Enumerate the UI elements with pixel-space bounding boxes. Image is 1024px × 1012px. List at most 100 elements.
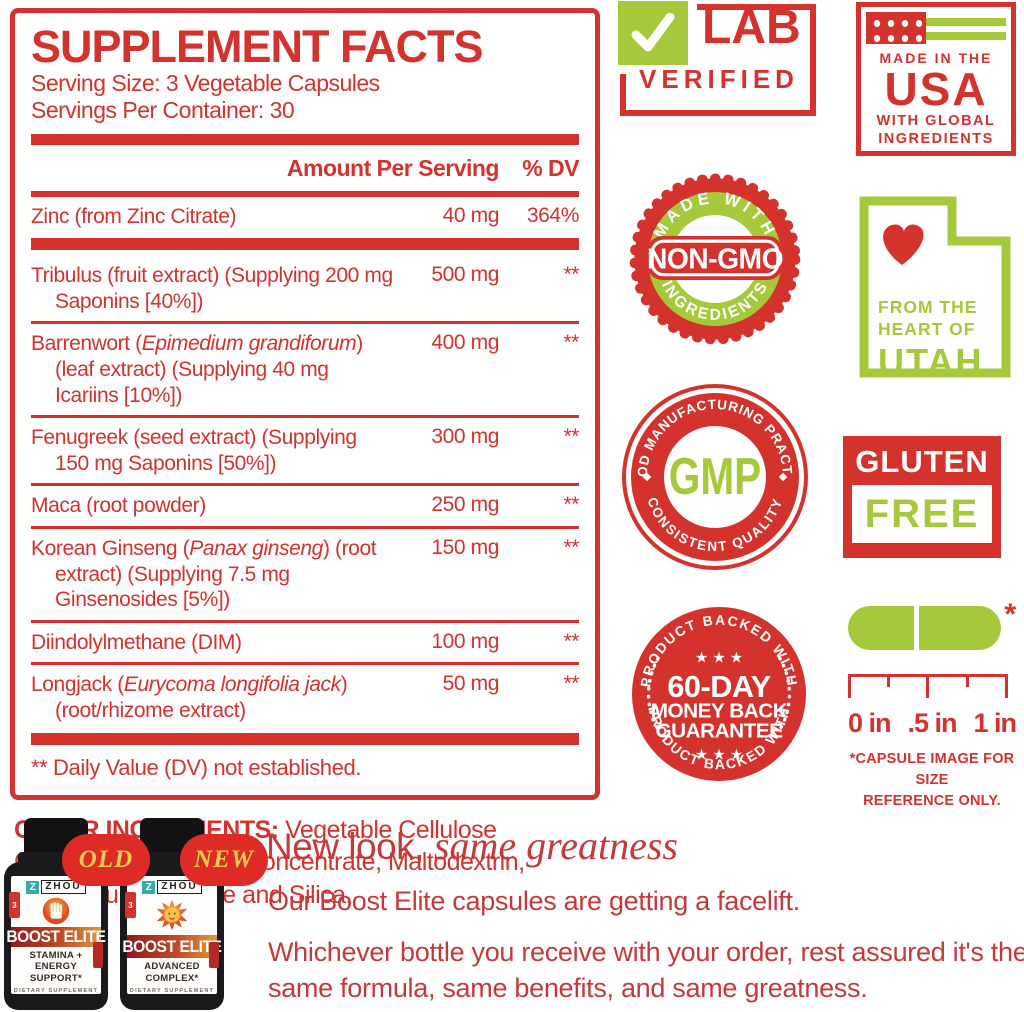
table-row: Maca (root powder) 250 mg ** xyxy=(31,483,579,526)
subtitle-line1: ADVANCED xyxy=(144,961,200,973)
non-gmo-seal: MADE WITH INGREDIENTS NON-GMO xyxy=(629,173,801,345)
divider-bar xyxy=(31,190,579,197)
promo-heading-serif: same greatness xyxy=(423,823,678,868)
non-gmo-center-text: NON-GMO xyxy=(647,242,783,274)
ingredient-text: Tribulus (fruit extract) (Supplying 200 … xyxy=(31,264,393,313)
zhou-logo-icon: Z xyxy=(26,880,40,894)
ruler-label-0: 0 in xyxy=(848,708,892,738)
ingredient-dv: ** xyxy=(563,672,579,696)
capsule-caption: *CAPSULE IMAGE FOR SIZE REFERENCE ONLY. xyxy=(848,749,1016,812)
free-box: FREE xyxy=(852,485,992,543)
ingredient-name: Fenugreek (seed extract) (Supplying 150 … xyxy=(31,425,399,476)
ingredient-name: Maca (root powder) xyxy=(31,493,399,519)
lab-text: LAB xyxy=(702,1,801,54)
product-name: BOOST ELITE xyxy=(122,936,222,956)
table-row: Tribulus (fruit extract) (Supplying 200 … xyxy=(31,256,579,321)
table-row: Fenugreek (seed extract) (Supplying 150 … xyxy=(31,415,579,483)
gmp-seal: GOOD MANUFACTURING PRACTICE CONSISTENT Q… xyxy=(614,370,808,570)
supplement-facts-column: SUPPLEMENT FACTS Serving Size: 3 Vegetab… xyxy=(10,8,600,911)
ingredient-dv: ** xyxy=(563,493,579,517)
ruler-label-half: .5 in xyxy=(907,708,957,738)
ingredient-name: Barrenwort (Epimedium grandiforum) (leaf… xyxy=(31,331,399,408)
gmp-center-text: GMP xyxy=(669,447,761,505)
asterisk: * xyxy=(1004,598,1016,631)
product-name-band: BOOST ELITE xyxy=(122,935,222,959)
ingredient-text: ) (leaf extract) (Supplying 40 mg Icarii… xyxy=(55,332,363,407)
flag-stripes xyxy=(926,12,1006,44)
column-header-amount: Amount Per Serving xyxy=(286,154,500,181)
caption-line1: *CAPSULE IMAGE FOR SIZE xyxy=(849,751,1015,789)
old-badge: OLD xyxy=(62,834,150,886)
ingredient-latin-name: Panax ginseng xyxy=(189,536,323,560)
capsule-icon: * xyxy=(848,598,1016,652)
guarantee-seal: PRODUCT BACKED WITH PRODUCT BACKED WITH … xyxy=(631,606,807,782)
lab-verified-badge: LAB VERIFIED xyxy=(618,1,816,116)
bottle-side-tab: 3 xyxy=(9,892,20,918)
subtitle-line1: STAMINA + ENERGY xyxy=(29,949,83,973)
brand-row: Z ZHOU xyxy=(26,880,86,894)
bottle-side-tab: 3 xyxy=(125,892,136,918)
divider-bar xyxy=(31,732,579,745)
utah-state-outline xyxy=(859,196,1011,378)
gmp-badge: GOOD MANUFACTURING PRACTICE CONSISTENT Q… xyxy=(614,370,810,572)
ingredient-text: Zinc (from Zinc Citrate) xyxy=(31,204,237,228)
table-row: Zinc (from Zinc Citrate) 40 mg 364% xyxy=(31,197,579,237)
ingredient-latin-name: Epimedium grandiforum xyxy=(141,332,357,356)
bottle-side-strip xyxy=(209,942,219,968)
ingredient-text: Diindolylmethane (DIM) xyxy=(31,630,242,654)
ingredient-name: Zinc (from Zinc Citrate) xyxy=(31,204,399,230)
dv-footnote: ** Daily Value (DV) not established. xyxy=(31,754,362,780)
table-row: Diindolylmethane (DIM) 100 mg ** xyxy=(31,619,579,663)
ingredient-text: Fenugreek (seed extract) (Supplying 150 … xyxy=(31,426,357,475)
old-badge-text: OLD xyxy=(78,846,134,873)
usa-line2: USA xyxy=(884,63,988,115)
ingredient-dv: 364% xyxy=(526,203,580,227)
bottle-label: Z ZHOU BOOST ELITE STAMINA + ENERGY SUPP… xyxy=(6,876,106,994)
caption-line2: REFERENCE ONLY. xyxy=(863,793,1001,810)
bottle-label: Z ZHOU BOOST ELITE ADVANCED COMPLEX* DIE… xyxy=(122,876,222,994)
heart-icon xyxy=(883,224,924,265)
brand-row: Z ZHOU xyxy=(142,880,202,894)
table-header: Amount Per Serving % DV xyxy=(31,150,580,186)
ingredient-amount: 40 mg xyxy=(442,203,500,227)
supplement-facts-panel: SUPPLEMENT FACTS Serving Size: 3 Vegetab… xyxy=(10,8,600,800)
utah-line1: FROM THE xyxy=(878,297,978,317)
ruler-tick xyxy=(848,674,851,698)
ingredient-dv: ** xyxy=(563,425,579,449)
ingredient-amount: 100 mg xyxy=(431,629,499,653)
ingredient-text: Maca (root powder) xyxy=(31,494,206,518)
column-header-dv: % DV xyxy=(522,154,579,181)
promo-paragraph-2: Whichever bottle you receive with your o… xyxy=(268,937,1024,1004)
utah-badge: FROM THE HEART OF UTAH xyxy=(856,193,1014,382)
utah-line2: HEART OF xyxy=(878,318,976,339)
guarantee-line3: GUARANTEE xyxy=(656,720,784,743)
ingredient-dv: ** xyxy=(563,629,579,653)
ingredient-text: ) (root/rhizome extract) xyxy=(55,673,348,723)
panel-title: SUPPLEMENT FACTS xyxy=(31,21,484,72)
ingredient-amount: 400 mg xyxy=(431,331,499,355)
utah-text-lines: FROM THE HEART OF xyxy=(878,297,977,341)
ruler-tick xyxy=(887,674,890,687)
usa-line4: INGREDIENTS xyxy=(878,131,994,148)
serving-size: Serving Size: 3 Vegetable Capsules xyxy=(31,70,380,97)
flag-stars xyxy=(866,12,926,44)
product-subtitle: ADVANCED COMPLEX* xyxy=(144,961,200,984)
made-in-usa-badge: MADE IN THE USA WITH GLOBAL INGREDIENTS xyxy=(856,2,1016,156)
capsule-right-half xyxy=(919,606,1001,650)
ingredient-text: Korean Ginseng ( xyxy=(31,536,190,560)
promo-heading: New look, same greatness xyxy=(266,822,678,869)
bottle-body: Z ZHOU BOOST ELITE ADVANCED COMPLEX* DIE… xyxy=(120,862,224,1010)
fist-icon xyxy=(42,897,70,925)
old-bottle: Z ZHOU BOOST ELITE STAMINA + ENERGY SUPP… xyxy=(4,818,150,1010)
ingredient-dv: ** xyxy=(563,331,579,355)
ingredient-name: Longjack (Eurycoma longifolia jack) (roo… xyxy=(31,672,399,723)
guarantee-line1: 60-DAY xyxy=(667,670,770,704)
ingredient-amount: 50 mg xyxy=(442,672,500,696)
stars-top: ★ ★ ★ xyxy=(695,650,743,666)
gluten-text: GLUTEN xyxy=(855,444,989,479)
new-bottle: Z ZHOU BOOST ELITE ADVANCED COMPLEX* DIE… xyxy=(120,818,268,1010)
verified-text: VERIFIED xyxy=(639,64,799,94)
checkmark-icon xyxy=(618,1,688,65)
table-row: Korean Ginseng (Panax ginseng) (root ext… xyxy=(31,525,579,620)
servings-per-container: Servings Per Container: 30 xyxy=(31,97,295,124)
